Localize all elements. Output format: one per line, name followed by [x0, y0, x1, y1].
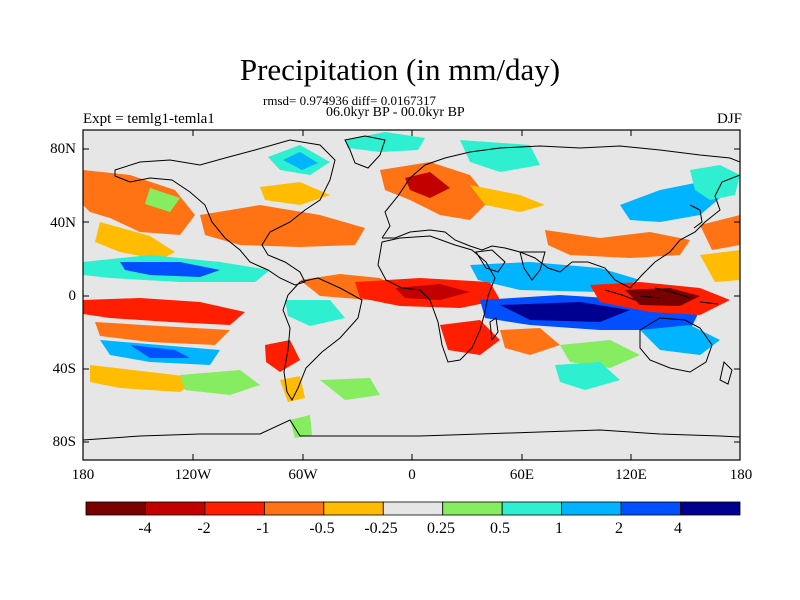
colorbar-label-9: 2	[615, 520, 623, 537]
colorbar-swatch	[382, 501, 444, 516]
colorbar-swatch	[442, 501, 503, 516]
x-tick-label-120e: 120E	[615, 467, 647, 483]
colorbar-label-4: -0.5	[309, 520, 335, 537]
y-tick-label-80n: 80N	[50, 141, 76, 157]
plot-title: Precipitation (in mm/day)	[239, 52, 561, 87]
colorbar-label-6: 0.25	[427, 520, 455, 537]
colorbar-swatch	[680, 501, 741, 516]
x-tick-label-180w: 180	[71, 467, 95, 483]
period-label: 06.0kyr BP - 00.0kyr BP	[326, 105, 465, 120]
colorbar-swatch	[620, 501, 681, 516]
y-tick-label-40n: 40N	[50, 215, 76, 231]
y-tick-label-40s: 40S	[52, 361, 76, 377]
x-tick-label-60w: 60W	[288, 467, 318, 483]
colorbar-label-1: -4	[138, 520, 152, 537]
colorbar-label-5: -0.25	[364, 520, 398, 537]
colorbar-swatch	[145, 501, 206, 516]
colorbar-label-3: -1	[256, 520, 270, 537]
stats-line: rmsd= 0.974936 diff= 0.0167317	[263, 93, 436, 108]
colorbar-label-2: -2	[197, 520, 211, 537]
season-label: DJF	[716, 111, 742, 127]
x-tick-label-180e: 180	[729, 467, 753, 483]
colorbar-swatch	[204, 501, 265, 516]
colorbar	[85, 501, 741, 516]
x-tick-label-0: 0	[408, 467, 416, 483]
y-tick-label-80s: 80S	[52, 434, 76, 450]
colorbar-swatch	[85, 501, 146, 516]
experiment-label: Expt = temlg1-temla1	[83, 111, 215, 127]
colorbar-label-7: 0.5	[490, 520, 510, 537]
colorbar-label-8: 1	[555, 520, 563, 537]
colorbar-label-10: 4	[674, 520, 682, 537]
axis-ticks	[82, 130, 741, 460]
y-tick-label-0: 0	[68, 288, 77, 304]
x-tick-label-120w: 120W	[174, 467, 212, 483]
colorbar-swatch	[323, 501, 384, 516]
anomaly-field	[83, 132, 740, 438]
coastlines	[83, 135, 740, 441]
colorbar-swatch	[263, 501, 325, 516]
colorbar-swatch	[501, 501, 563, 516]
colorbar-swatch	[561, 501, 622, 516]
x-tick-label-60e: 60E	[509, 467, 535, 483]
